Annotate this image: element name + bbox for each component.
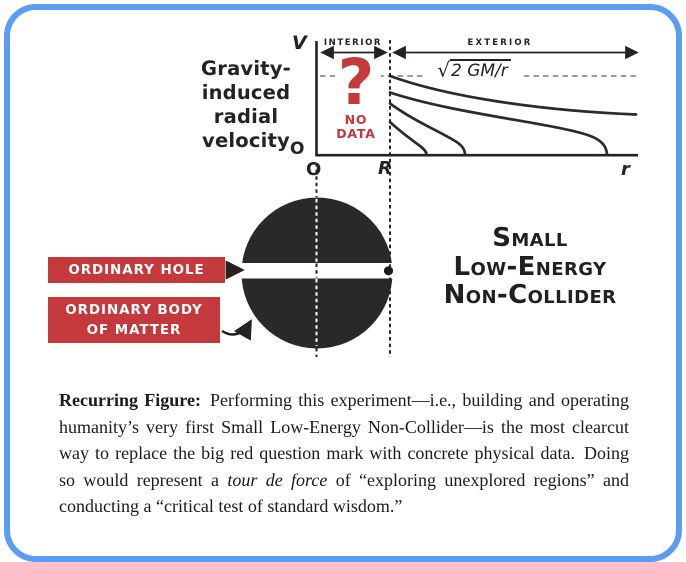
escape-velocity-formula: √2 GM/r <box>422 58 526 82</box>
no-data-label: NO DATA <box>321 113 391 140</box>
ylabel-line: velocity <box>202 129 290 152</box>
velocity-curves <box>388 74 638 156</box>
device-title: Small Low-Energy Non-Collider <box>413 224 647 310</box>
ordinary-body-line1: ORDINARY BODY <box>65 302 203 318</box>
exterior-region-label: EXTERIOR <box>467 38 533 48</box>
r-axis-symbol: r <box>621 159 630 180</box>
ylabel-line: induced <box>201 81 291 104</box>
ylabel-line: radial <box>213 105 279 128</box>
radius-tick-label: R <box>378 158 392 179</box>
no-data-line1: NO <box>344 112 368 127</box>
no-data-question-mark: ? <box>337 46 375 119</box>
curve-escape-fall <box>388 74 638 116</box>
plot-y-axis-title: Gravity- induced radial velocity <box>170 57 322 153</box>
plot-axes <box>315 41 638 157</box>
dash-gap-questionmark <box>335 64 381 86</box>
body-callout-arrow <box>221 319 252 341</box>
figure-caption: Recurring Figure: Performing this experi… <box>59 390 629 517</box>
hole-slit <box>239 263 397 279</box>
interior-region-label: INTERIOR <box>323 38 383 48</box>
ordinary-body-line2: OF MATTER <box>86 322 182 338</box>
ordinary-body-callout: ORDINARY BODY OF MATTER <box>48 297 220 343</box>
y-origin-label: O <box>290 139 305 159</box>
formula-expression: 2 GM/r <box>449 59 511 81</box>
curve-drop-far <box>388 91 609 156</box>
figure-border <box>4 4 682 562</box>
curve-drop-mid <box>388 102 467 156</box>
radical-sign: √ <box>437 58 450 82</box>
device-title-line: Non-Collider <box>443 280 617 310</box>
curve-drop-near <box>388 120 428 156</box>
v-axis-symbol: V <box>292 32 307 54</box>
ordinary-hole-callout: ORDINARY HOLE <box>48 257 225 283</box>
dash-gap-formula <box>424 57 524 84</box>
ylabel-line: Gravity- <box>201 57 291 80</box>
no-data-line2: DATA <box>336 125 376 141</box>
x-origin-label: O <box>306 159 322 180</box>
device-title-line: Low-Energy <box>453 251 607 282</box>
device-title-line: Small <box>492 223 568 253</box>
